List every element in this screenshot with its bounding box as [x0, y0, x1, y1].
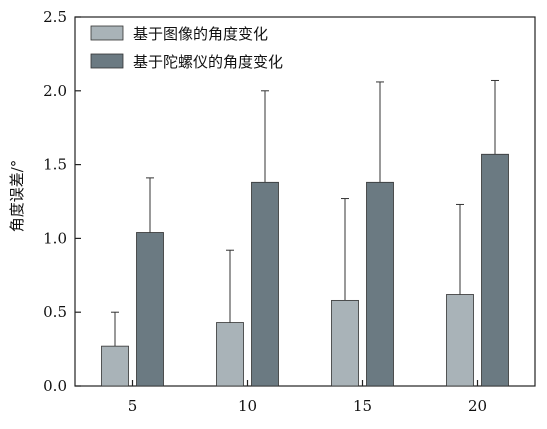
bar-gyro-20: [481, 153, 509, 387]
y-tick-label: 1.0: [43, 229, 67, 247]
y-tick-label: 2.5: [43, 8, 67, 26]
y-tick-label: 0.0: [43, 377, 67, 395]
y-tick-label: 1.5: [43, 156, 67, 174]
bar-gyro-5: [136, 232, 164, 387]
x-tick-label: 5: [128, 397, 138, 415]
bar-image-10: [216, 322, 244, 387]
legend-swatch: [90, 25, 124, 41]
y-tick-label: 0.5: [43, 303, 67, 321]
x-tick-label: 15: [353, 397, 372, 415]
error-bars-group: [111, 79, 499, 347]
axes-group: [74, 16, 536, 387]
bar-image-20: [446, 294, 474, 387]
bar-gyro-10: [251, 181, 279, 387]
y-axis-title: 角度误差/°: [8, 160, 26, 233]
ticks-group: 0.0 0.5 1.0 1.5 2.0 2.5 5 10 15 20: [43, 8, 487, 415]
legend-swatch: [90, 53, 124, 69]
plot-frame: [74, 16, 536, 387]
bar-image-15: [331, 299, 359, 387]
bars-group: [101, 153, 509, 387]
bar-image-5: [101, 345, 129, 387]
x-tick-label: 10: [238, 397, 257, 415]
y-tick-label: 2.0: [43, 82, 67, 100]
legend-label: 基于陀螺仪的角度变化: [133, 53, 283, 71]
legend-label: 基于图像的角度变化: [133, 25, 268, 43]
bar-gyro-15: [366, 181, 394, 387]
x-tick-label: 20: [468, 397, 487, 415]
